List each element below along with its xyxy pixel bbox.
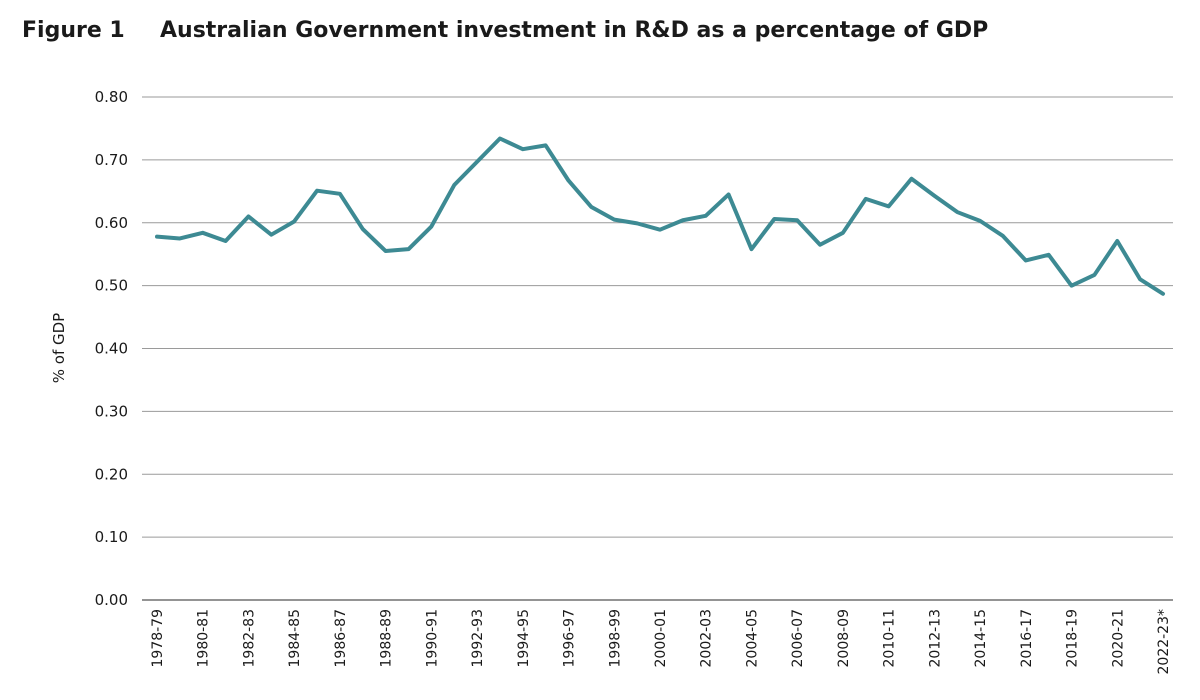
y-tick-label: 0.20 (95, 465, 128, 483)
x-tick-label: 2014-15 (973, 609, 989, 668)
y-tick-label: 0.00 (95, 591, 128, 609)
x-tick-label: 1990-91 (424, 609, 440, 668)
y-tick-label: 0.40 (95, 340, 128, 358)
x-tick-label: 1992-93 (470, 609, 486, 668)
y-axis-label: % of GDP (50, 313, 68, 383)
x-tick-label: 2020-21 (1110, 609, 1126, 668)
series-line (155, 136, 1165, 296)
x-tick-label: 2004-05 (744, 609, 760, 668)
x-tick-label: 2018-19 (1065, 609, 1081, 668)
x-tick-label: 2006-07 (790, 609, 806, 668)
x-axis-ticks: 1978-79 1980-81 1982-83 1984-85 1986-87 1988-… (150, 609, 1172, 675)
x-tick-label: 2022-23* (1156, 609, 1172, 675)
x-tick-label: 1996-97 (562, 609, 578, 668)
series-group (155, 136, 1165, 296)
y-tick-label: 0.80 (95, 88, 128, 106)
y-tick-label: 0.50 (95, 277, 128, 295)
y-tick-label: 0.10 (95, 528, 128, 546)
x-tick-label: 1980-81 (196, 609, 212, 668)
figure-header: Figure 1 Australian Government investmen… (22, 12, 988, 48)
x-tick-label: 2008-09 (836, 609, 852, 668)
x-tick-label: 1978-79 (150, 609, 166, 668)
x-tick-label: 2016-17 (1019, 609, 1035, 668)
x-tick-label: 1998-99 (607, 609, 623, 668)
x-tick-label: 2002-03 (699, 609, 715, 668)
figure-label: Figure 1 (22, 17, 125, 43)
chart-title: Australian Government investment in R&D … (160, 17, 989, 43)
y-tick-label: 0.60 (95, 214, 128, 232)
x-tick-label: 1986-87 (333, 609, 349, 668)
y-tick-label: 0.30 (95, 402, 128, 420)
x-tick-label: 1982-83 (241, 609, 257, 668)
y-tick-label: 0.70 (95, 151, 128, 169)
x-tick-label: 2000-01 (653, 609, 669, 668)
x-tick-label: 2012-13 (927, 609, 943, 668)
x-tick-label: 2010-11 (882, 609, 898, 668)
gridlines (142, 96, 1173, 601)
x-tick-label: 1984-85 (287, 609, 303, 668)
x-tick-label: 1994-95 (516, 609, 532, 668)
y-axis-ticks: 0.00 0.10 0.20 0.30 0.40 0.50 0.60 0.70 0.80 (95, 88, 128, 609)
x-tick-label: 1988-89 (379, 609, 395, 668)
